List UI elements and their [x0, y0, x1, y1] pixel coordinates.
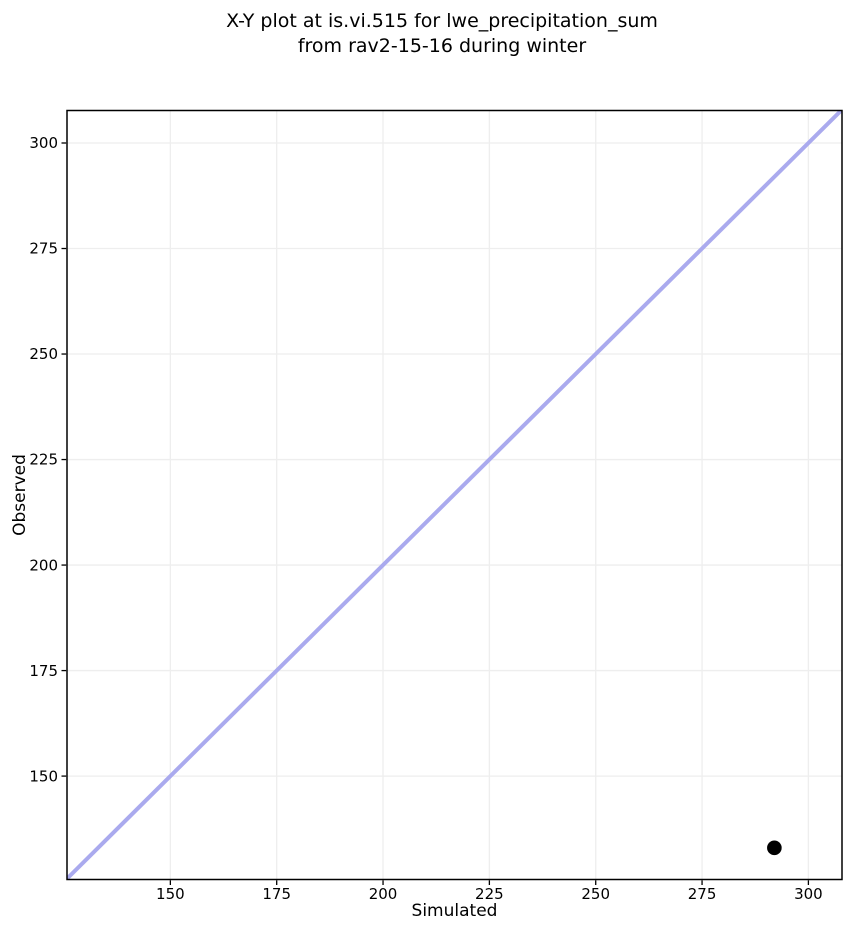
chart-title: X-Y plot at is.vi.515 for lwe_precipitat…: [67, 9, 817, 59]
data-point: [767, 840, 782, 856]
x-tick-label: 250: [581, 885, 610, 903]
y-tick-label: 225: [29, 451, 58, 469]
chart-title-line-1: X-Y plot at is.vi.515 for lwe_precipitat…: [226, 10, 658, 32]
x-tick-label: 225: [475, 885, 504, 903]
y-tick-label: 175: [29, 662, 58, 680]
y-axis-label: Observed: [10, 454, 30, 536]
x-tick-label: 175: [262, 885, 291, 903]
x-tick-label: 300: [794, 885, 823, 903]
x-axis-label: Simulated: [411, 901, 498, 921]
x-tick-label: 150: [156, 885, 185, 903]
identity-line: [67, 110, 842, 880]
y-tick-label: 250: [29, 345, 58, 363]
x-tick-label: 275: [688, 885, 717, 903]
chart-title-line-2: from rav2-15-16 during winter: [297, 35, 587, 57]
plot-border: [66, 109, 843, 881]
y-tick-label: 200: [29, 556, 58, 574]
x-tick-label: 200: [369, 885, 398, 903]
y-tick-label: 150: [29, 767, 58, 785]
y-tick-label: 300: [29, 134, 58, 152]
y-tick-label: 275: [29, 240, 58, 258]
